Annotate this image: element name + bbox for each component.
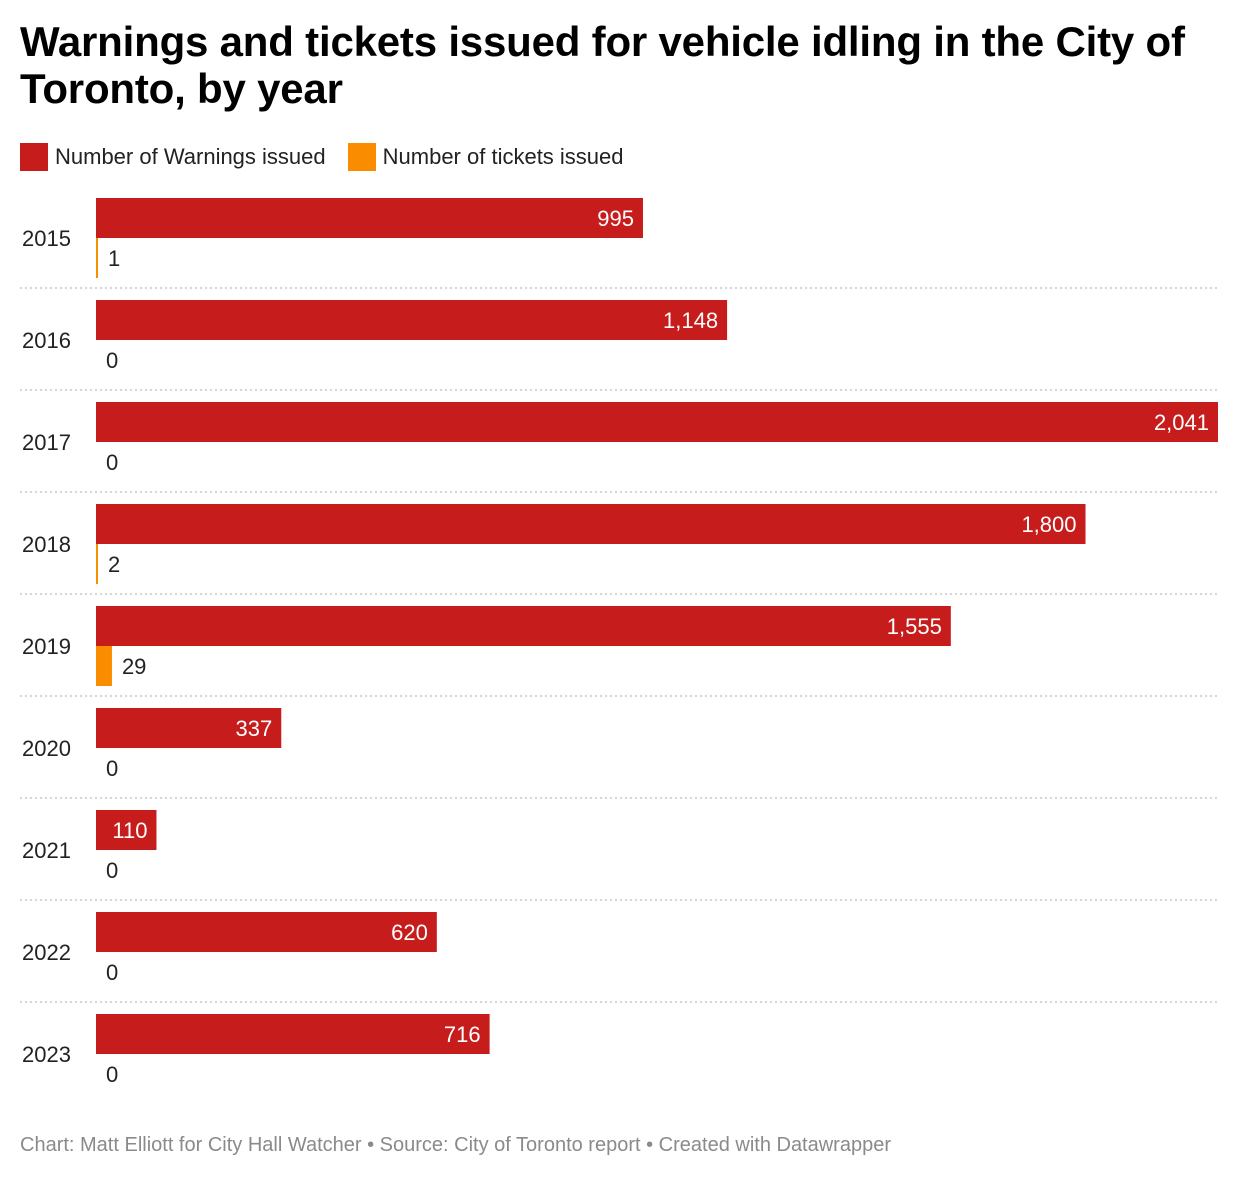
- year-label: 2015: [22, 226, 71, 251]
- tickets-value-label: 0: [106, 756, 118, 781]
- warnings-value-label: 620: [391, 920, 428, 945]
- tickets-bar: [96, 238, 98, 278]
- warnings-bar: [96, 504, 1086, 544]
- year-label: 2023: [22, 1042, 71, 1067]
- year-label: 2016: [22, 328, 71, 353]
- legend-swatch-tickets: [347, 143, 376, 171]
- year-label: 2022: [22, 940, 71, 965]
- warnings-bar: [96, 708, 282, 748]
- year-label: 2018: [22, 532, 71, 557]
- warnings-value-label: 995: [597, 206, 634, 231]
- tickets-bar: [96, 646, 112, 686]
- warnings-bar: [96, 1014, 490, 1054]
- warnings-bar: [96, 606, 951, 646]
- warnings-bar: [96, 198, 643, 238]
- tickets-value-label: 0: [106, 960, 118, 985]
- tickets-value-label: 0: [106, 348, 118, 373]
- legend-label-warnings: Number of Warnings issued: [55, 144, 326, 169]
- tickets-value-label: 1: [108, 246, 120, 271]
- chart-title: Warnings and tickets issued for vehicle …: [20, 18, 1185, 112]
- warnings-value-label: 716: [444, 1022, 481, 1047]
- warnings-bar: [96, 810, 157, 850]
- year-label: 2021: [22, 838, 71, 863]
- warnings-bar: [96, 402, 1218, 442]
- legend-swatch-warnings: [20, 143, 48, 171]
- warnings-bar: [96, 912, 437, 952]
- warnings-value-label: 1,555: [887, 614, 942, 639]
- chart-legend: Number of Warnings issued Number of tick…: [20, 142, 646, 172]
- tickets-value-label: 0: [106, 858, 118, 883]
- warnings-value-label: 110: [112, 818, 147, 843]
- warnings-value-label: 1,148: [663, 308, 718, 333]
- tickets-value-label: 0: [106, 450, 118, 475]
- year-label: 2019: [22, 634, 71, 659]
- tickets-value-label: 29: [122, 654, 146, 679]
- warnings-value-label: 1,800: [1021, 512, 1076, 537]
- chart-footer: Chart: Matt Elliott for City Hall Watche…: [20, 1134, 891, 1156]
- warnings-value-label: 337: [236, 716, 273, 741]
- tickets-value-label: 2: [108, 552, 120, 577]
- bar-chart: 2015 995 1 2016 1,148 0 2017 2,041 0 2018 1,800 2 20…: [20, 198, 1218, 1087]
- warnings-value-label: 2,041: [1154, 410, 1209, 435]
- tickets-value-label: 0: [106, 1062, 118, 1087]
- tickets-bar: [96, 544, 98, 584]
- year-label: 2020: [22, 736, 71, 761]
- legend-label-tickets: Number of tickets issued: [382, 144, 624, 169]
- legend-item-tickets: Number of tickets issued: [347, 143, 624, 171]
- year-label: 2017: [22, 430, 71, 455]
- legend-item-warnings: Number of Warnings issued: [20, 143, 326, 171]
- warnings-bar: [96, 300, 728, 340]
